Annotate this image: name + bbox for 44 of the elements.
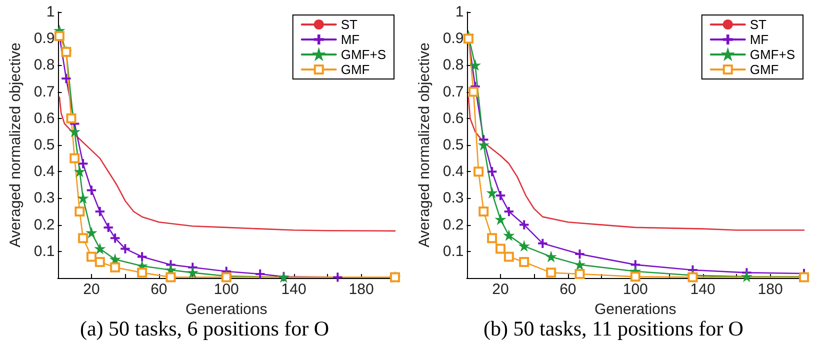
x-tick-label: 100	[622, 281, 648, 298]
y-axis-title: Averaged normalized objective	[416, 42, 433, 248]
y-tick-label: 0.4	[442, 163, 464, 180]
legend-label: GMF+S	[340, 47, 386, 62]
x-tick-label: 180	[758, 281, 783, 298]
x-tick-label: 100	[214, 281, 239, 298]
x-tick-label: 140	[690, 281, 716, 298]
y-tick-label: 0.4	[34, 163, 55, 180]
legend-label: ST	[340, 17, 358, 32]
x-tick-label: 20	[492, 281, 509, 298]
text: (a) 50 tasks, 6 positions for O	[80, 316, 330, 340]
y-tick-label: 0.9	[34, 30, 55, 48]
y-tick-label: 0.2	[442, 216, 464, 234]
legend-label: GMF	[340, 62, 370, 77]
text: (b) 50 tasks, 11 positions for O	[484, 316, 744, 340]
y-tick-label: 0.8	[34, 56, 55, 74]
legend-label: ST	[750, 17, 767, 32]
y-tick-label: 0.6	[34, 110, 55, 127]
y-tick-label: 0.3	[442, 190, 464, 207]
y-tick-label: 0.6	[442, 110, 464, 127]
y-tick-label: 0.9	[442, 30, 464, 48]
y-tick-label: 0.5	[442, 136, 464, 154]
x-tick-label: 180	[348, 281, 374, 298]
y-tick-label: 0.8	[442, 56, 464, 74]
legend-label: GMF+S	[750, 47, 796, 62]
y-tick-label: 1	[46, 4, 55, 20]
legend-label: MF	[750, 32, 769, 47]
y-tick-label: 0.5	[34, 136, 55, 154]
y-axis-title: Averaged normalized objective	[7, 42, 24, 248]
x-tick-label: 20	[83, 281, 100, 298]
x-axis-title: Generations	[186, 300, 268, 318]
y-tick-label: 0.1	[442, 242, 464, 260]
y-tick-label: 0.1	[34, 242, 55, 260]
y-tick-label: 0.2	[34, 216, 55, 234]
y-tick-label: 0.7	[34, 83, 55, 100]
x-tick-label: 140	[281, 281, 306, 298]
y-tick-label: 1	[455, 4, 464, 20]
y-tick-label: 0.7	[442, 83, 464, 100]
legend-label: GMF	[750, 62, 779, 77]
y-tick-label: 0.3	[34, 190, 55, 207]
x-axis-title: Generations	[594, 300, 676, 318]
legend-label: MF	[340, 32, 360, 47]
x-tick-label: 60	[150, 281, 168, 298]
x-tick-label: 60	[560, 281, 576, 298]
